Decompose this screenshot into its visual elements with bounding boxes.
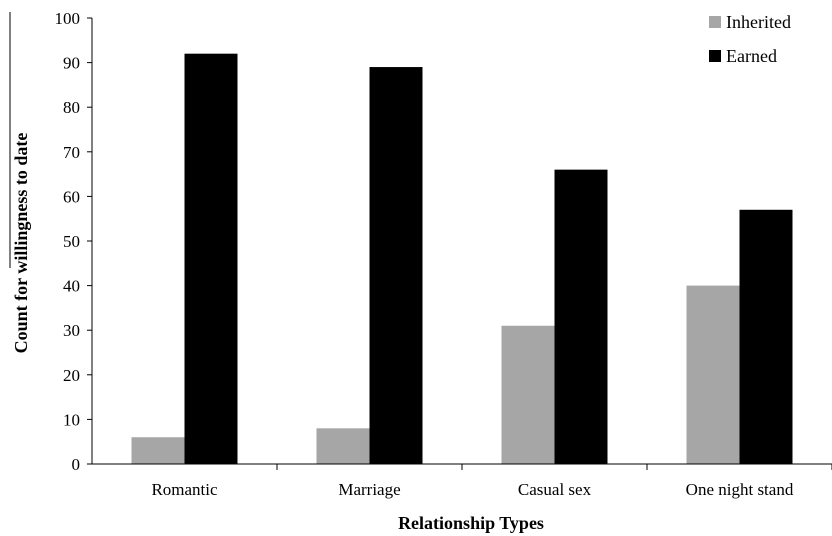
legend-swatch-inherited [709,16,721,28]
y-axis-ticks: 0 10 20 30 40 50 60 70 80 90 100 [55,9,92,474]
bar-inherited-romantic [131,437,185,464]
y-tick-label: 60 [63,187,80,206]
x-tick-label: Casual sex [518,480,592,499]
legend-swatch-earned [709,50,721,62]
y-tick-label: 90 [63,54,80,73]
y-tick-label: 50 [63,232,80,251]
bar-earned-marriage [369,67,423,464]
x-axis-title: Relationship Types [398,513,544,533]
y-tick-label: 0 [72,455,81,474]
y-tick-label: 30 [63,321,80,340]
bar-inherited-marriage [316,428,370,464]
bar-earned-one-night-stand [739,209,793,464]
y-axis-title: Count for willingness to date [11,133,31,354]
bars [131,53,793,465]
x-tick-label: Romantic [151,480,218,499]
y-tick-label: 10 [63,410,80,429]
y-tick-label: 80 [63,98,80,117]
legend: Inherited Earned [709,12,791,66]
y-tick-label: 100 [55,9,81,28]
y-tick-label: 40 [63,277,80,296]
y-tick-label: 20 [63,366,80,385]
legend-label-inherited: Inherited [726,12,791,32]
bar-inherited-one-night-stand [686,285,740,464]
bar-earned-casual-sex [554,169,608,464]
y-tick-label: 70 [63,143,80,162]
bar-inherited-casual-sex [501,325,555,464]
x-axis-ticks: Romantic Marriage Casual sex One night stan… [151,464,832,499]
x-tick-label: Marriage [338,480,400,499]
x-tick-label: One night stand [686,480,794,499]
legend-label-earned: Earned [726,46,777,66]
bar-earned-romantic [184,53,238,465]
